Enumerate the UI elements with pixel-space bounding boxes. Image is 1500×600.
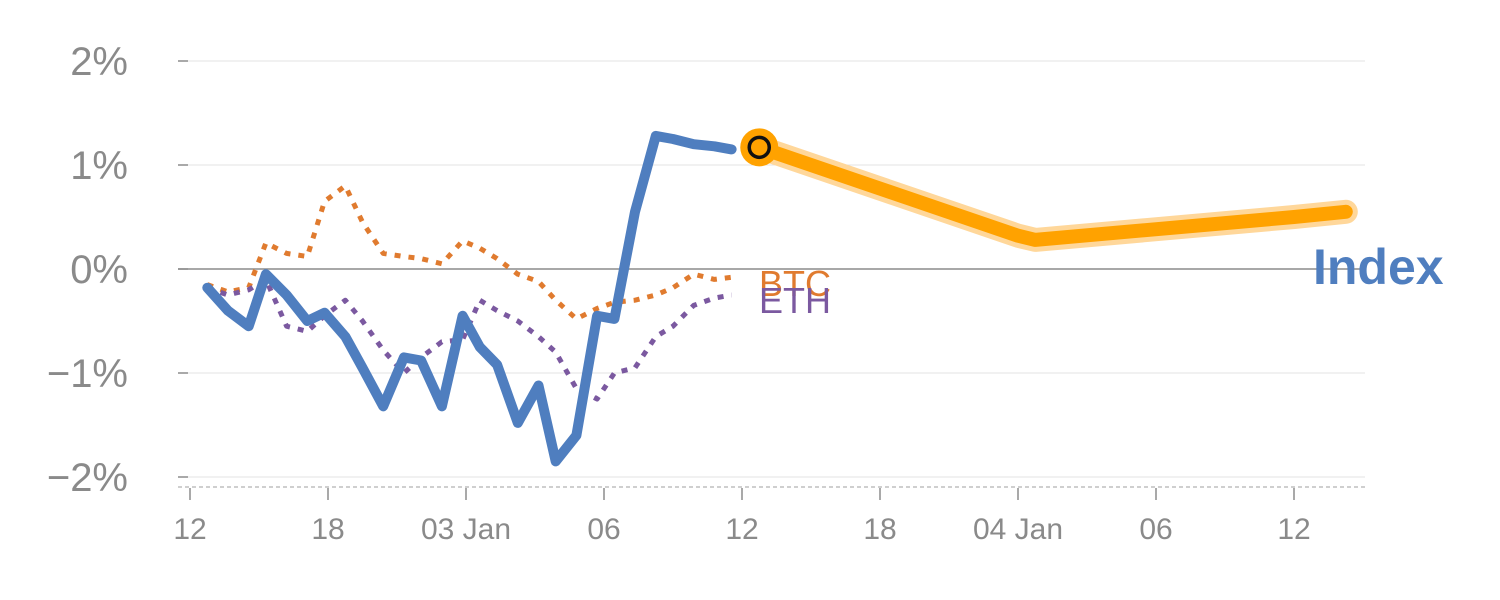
x-tick-label: 12 <box>725 513 758 546</box>
x-tick-label: 06 <box>587 513 620 546</box>
index-label: Index <box>1313 239 1444 295</box>
y-tick-label: −1% <box>47 352 128 396</box>
x-tick-label: 18 <box>311 513 344 546</box>
y-tick-label: 0% <box>70 248 128 292</box>
y-tick-label: −2% <box>47 456 128 500</box>
index-forecast-line <box>752 140 1353 247</box>
x-tick-label: 06 <box>1139 513 1172 546</box>
x-tick-label: 12 <box>1277 513 1310 546</box>
btc-label: BTC <box>759 263 831 304</box>
x-tick-label: 04 Jan <box>973 513 1063 546</box>
eth-line <box>206 276 733 402</box>
y-axis: 2% 1% 0% −1% −2% <box>47 40 188 500</box>
btc-line <box>206 183 732 322</box>
plot-area <box>202 128 1358 467</box>
grid-lines <box>178 60 1365 478</box>
eth-label: ETH <box>759 280 831 321</box>
x-axis: 12 18 03 Jan 06 12 18 04 Jan 06 12 <box>173 486 1365 546</box>
y-tick-label: 2% <box>70 40 128 84</box>
x-tick-label: 18 <box>863 513 896 546</box>
current-point-marker <box>747 135 771 160</box>
x-tick-label: 03 Jan <box>421 513 511 546</box>
x-tick-label: 12 <box>173 513 206 546</box>
y-tick-label: 1% <box>70 144 128 188</box>
index-line <box>202 130 737 467</box>
